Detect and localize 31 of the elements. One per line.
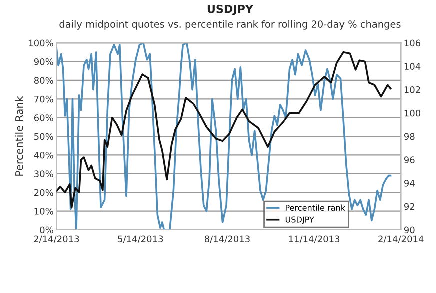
y2-tick-label: 92 [404, 203, 414, 210]
chart-title: USDJPY [208, 4, 254, 16]
legend-label: Percentile rank [286, 204, 346, 211]
y-axis-title: Percentile Rank [15, 96, 24, 176]
y2-tick-label: 106 [404, 40, 421, 47]
chart-subtitle: daily midpoint quotes vs. percentile rank for rolling 20-day % changes [60, 20, 401, 30]
y2-tick-label: 90 [404, 226, 415, 234]
y2-tick-label: 102 [404, 86, 420, 94]
x-tick-label: 5/14/2013 [118, 236, 164, 244]
y2-tick-label: 104 [404, 63, 421, 70]
y-tick-label: 60% [34, 114, 54, 122]
x-tick-label: 8/14/2013 [204, 236, 250, 244]
y-tick-label: 30% [34, 170, 54, 178]
y-tick-label: 80% [34, 77, 54, 84]
y-tick-label: 70% [34, 96, 54, 103]
y-tick-label: 10% [34, 208, 54, 215]
y-tick-label: 0% [40, 226, 54, 234]
y-tick-label: 50% [34, 133, 54, 140]
y2-tick-label: 98 [404, 133, 415, 140]
y2-tick-label: 94 [404, 180, 415, 187]
y2-tick-label: 96 [404, 156, 415, 164]
legend-label: USDJPY [286, 216, 314, 224]
y-tick-label: 20% [34, 189, 54, 196]
y-tick-label: 40% [34, 152, 54, 159]
y2-tick-label: 100 [404, 110, 421, 117]
line-series [56, 52, 392, 209]
x-tick-label: 11/14/2013 [289, 236, 340, 244]
x-tick-label: 2/14/2014 [378, 236, 424, 244]
y-tick-label: 90% [34, 58, 54, 66]
y-tick-label: 100% [29, 40, 54, 47]
x-tick-label: 2/14/2013 [34, 236, 80, 244]
